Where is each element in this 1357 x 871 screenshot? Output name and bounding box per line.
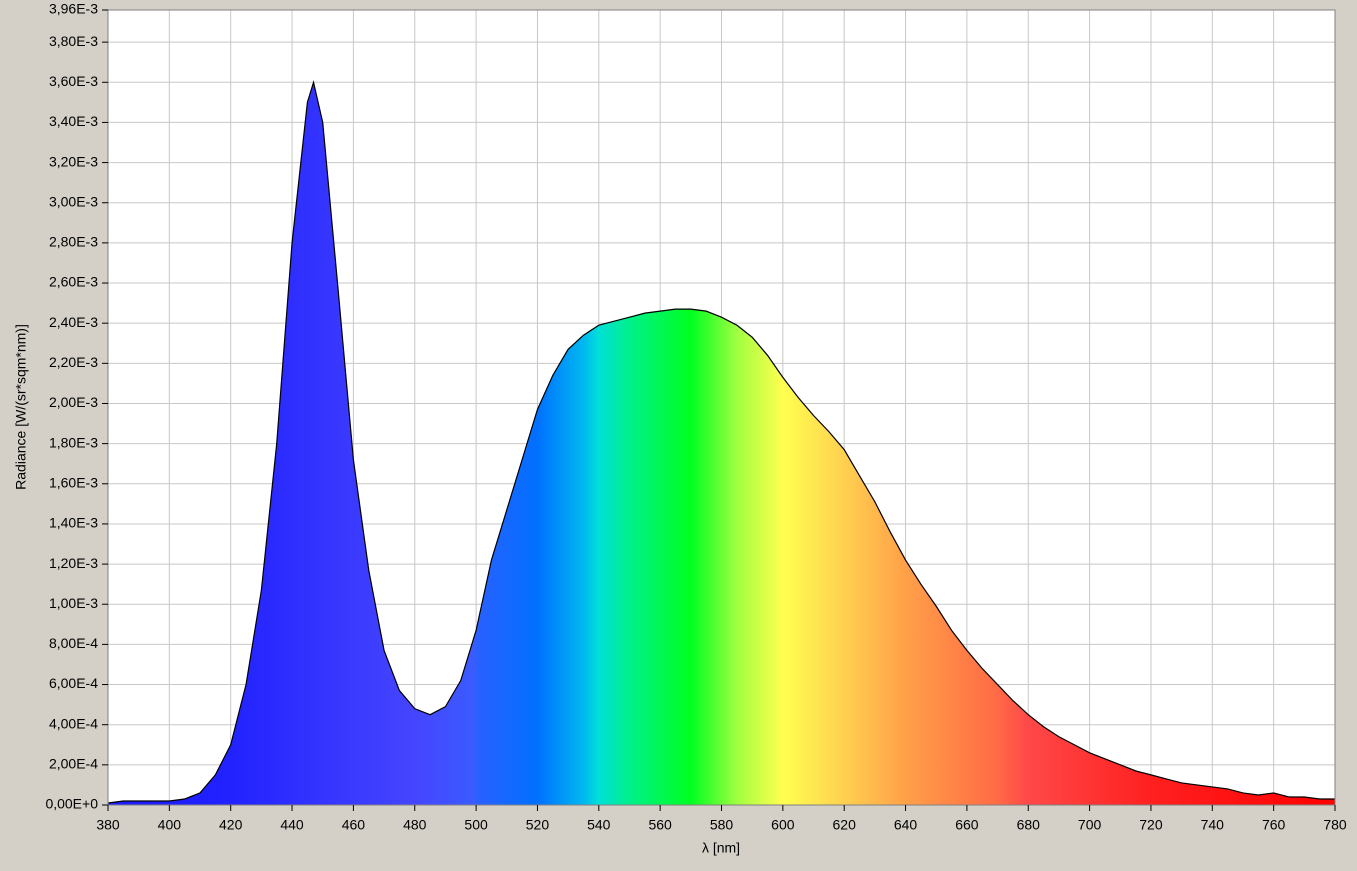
y-tick-label: 1,40E-3	[49, 515, 98, 531]
y-tick-label: 3,20E-3	[49, 153, 98, 169]
area-fill	[108, 82, 1335, 805]
y-tick-label: 1,00E-3	[49, 595, 98, 611]
x-tick-label: 520	[526, 817, 550, 833]
x-tick-label: 500	[464, 817, 488, 833]
y-tick-label: 1,60E-3	[49, 474, 98, 490]
x-tick-label: 480	[403, 817, 427, 833]
x-tick-label: 600	[771, 817, 795, 833]
y-tick-label: 1,80E-3	[49, 434, 98, 450]
y-tick-label: 3,60E-3	[49, 73, 98, 89]
x-tick-label: 740	[1201, 817, 1225, 833]
y-tick-label: 0,00E+0	[45, 796, 98, 812]
spectrum-line	[107, 79, 1335, 804]
y-tick-label: 2,00E-4	[49, 756, 98, 772]
y-tick-label: 6,00E-4	[49, 675, 98, 691]
y-tick-label: 3,96E-3	[49, 1, 98, 17]
x-tick-label: 380	[96, 817, 120, 833]
x-tick-label: 660	[955, 817, 979, 833]
x-axis-label: λ [nm]	[702, 840, 740, 856]
x-tick-label: 680	[1017, 817, 1041, 833]
y-tick-label: 2,60E-3	[49, 274, 98, 290]
y-tick-label: 2,40E-3	[49, 314, 98, 330]
y-tick-label: 4,00E-4	[49, 715, 98, 731]
y-tick-label: 3,00E-3	[49, 193, 98, 209]
x-tick-label: 620	[833, 817, 857, 833]
x-tick-label: 420	[219, 817, 243, 833]
x-tick-label: 760	[1262, 817, 1286, 833]
x-tick-label: 580	[710, 817, 734, 833]
y-tick-label: 8,00E-4	[49, 635, 98, 651]
x-tick-label: 780	[1323, 817, 1347, 833]
marks	[107, 79, 1335, 805]
x-tick-label: 540	[587, 817, 611, 833]
x-tick-label: 440	[280, 817, 304, 833]
y-axis-label: Radiance [W/(sr*sqm*nm)]	[13, 324, 29, 490]
x-tick-label: 700	[1078, 817, 1102, 833]
y-tick-label: 3,80E-3	[49, 33, 98, 49]
y-tick-label: 2,80E-3	[49, 234, 98, 250]
x-tick-label: 460	[342, 817, 366, 833]
y-tick-label: 2,00E-3	[49, 394, 98, 410]
x-tick-label: 640	[894, 817, 918, 833]
x-tick-label: 720	[1139, 817, 1163, 833]
y-tick-label: 3,40E-3	[49, 113, 98, 129]
axes: 0,00E+0 2,00E-4 4,00E-4 6,00E-4 8,00E-4 1,00E…	[45, 1, 1346, 833]
x-tick-label: 400	[158, 817, 182, 833]
y-tick-label: 2,20E-3	[49, 354, 98, 370]
x-tick-label: 560	[648, 817, 672, 833]
y-tick-label: 1,20E-3	[49, 555, 98, 571]
